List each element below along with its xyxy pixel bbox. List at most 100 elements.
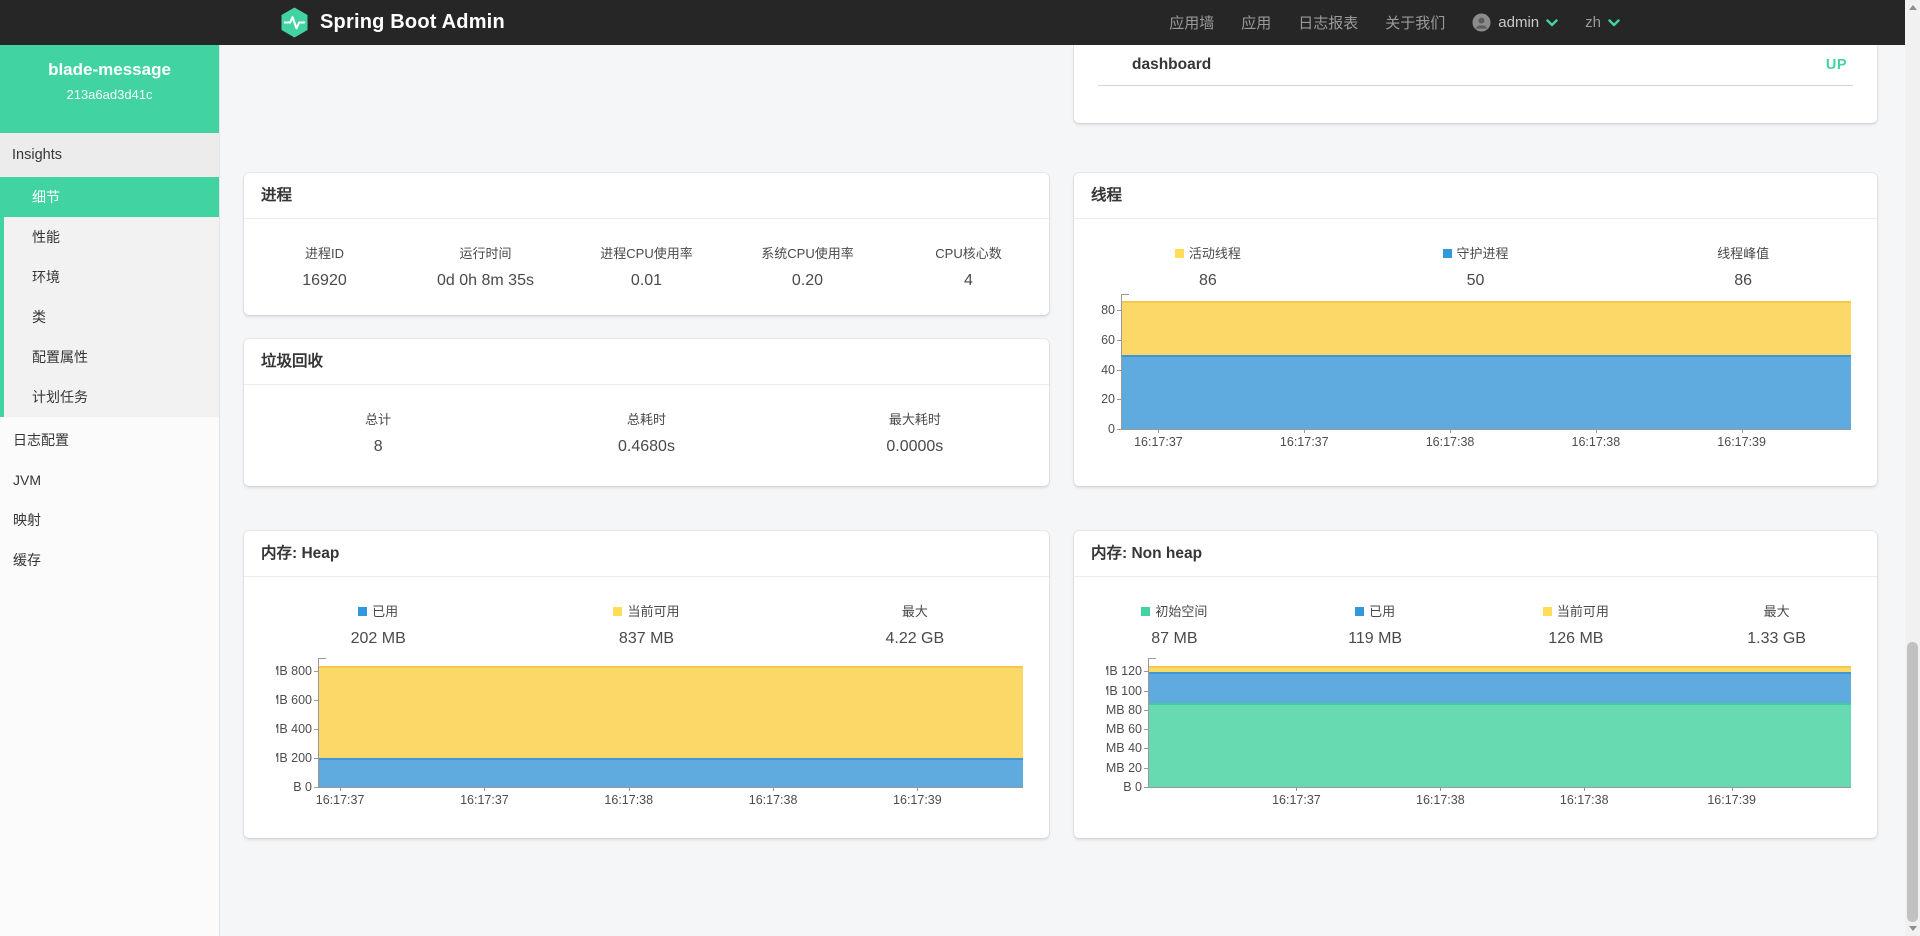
x-tick-label: 16:17:38 — [1416, 793, 1465, 807]
x-tick-mark — [629, 787, 630, 791]
x-tick-label: 16:17:38 — [1572, 435, 1621, 449]
garbage-collection-card: 垃圾回收 总计8 总耗时0.4680s 最大耗时0.0000s — [244, 339, 1049, 486]
card-title: 进程 — [244, 173, 1049, 219]
memory-nonheap-card: 内存: Non heap 初始空间 87 MB 已用 119 MB 当前可用 1… — [1074, 531, 1877, 838]
sidebar-item-jvm[interactable]: JVM — [0, 460, 219, 500]
y-tick-label: 80 MB — [1106, 702, 1142, 718]
legend-nonheap-used: 已用 119 MB — [1275, 601, 1476, 648]
insights-submenu: 细节 性能 环境 类 配置属性 计划任务 — [0, 177, 219, 417]
threads-card: 线程 活动线程 86 守护进程 50 线程峰值 86 806040200 16:… — [1074, 173, 1877, 486]
y-tick-label: 20 — [1079, 391, 1115, 407]
sidebar-section-insights[interactable]: Insights — [0, 133, 219, 177]
stat-cpu-cores: CPU核心数4 — [888, 243, 1049, 290]
x-tick-mark — [1296, 787, 1297, 791]
instance-sidebar: blade-message 213a6ad3d41c Insights 细节 性… — [0, 45, 220, 936]
application-name: blade-message — [0, 60, 219, 80]
endpoint-title: dashboard — [1098, 56, 1211, 74]
sidebar-item-config-props[interactable]: 配置属性 — [4, 337, 219, 377]
y-tick-label: 60 — [1079, 332, 1115, 348]
y-tick-label: 100 MB — [1106, 683, 1142, 699]
card-title: 线程 — [1074, 173, 1877, 219]
sidebar-item-loggers[interactable]: 日志配置 — [0, 420, 219, 460]
sidebar-item-environment[interactable]: 环境 — [4, 257, 219, 297]
vertical-scrollbar — [1905, 0, 1920, 936]
x-tick-mark — [1742, 429, 1743, 433]
heap-legend: 已用 202 MB 当前可用 837 MB 最大 4.22 GB — [244, 577, 1049, 648]
sidebar-item-scheduled-tasks[interactable]: 计划任务 — [4, 377, 219, 417]
legend-live-threads: 活动线程 86 — [1074, 243, 1342, 290]
legend-nonheap-max: 最大 1.33 GB — [1676, 601, 1877, 648]
heap-chart: 800 MB600 MB400 MB200 MB0 B 16:17:3716:1… — [244, 658, 1023, 788]
brand-title: Spring Boot Admin — [320, 11, 505, 34]
locale-selector[interactable]: zh — [1585, 14, 1620, 31]
x-tick-mark — [917, 787, 918, 791]
card-title: 内存: Non heap — [1074, 531, 1877, 577]
dashboard-status-card: dashboard UP — [1074, 45, 1877, 123]
x-tick-mark — [1584, 787, 1585, 791]
legend-color-swatch — [1175, 249, 1184, 258]
y-tick-label: 0 B — [276, 779, 312, 795]
process-card: 进程 进程ID16920 运行时间0d 0h 8m 35s 进程CPU使用率0.… — [244, 173, 1049, 315]
status-badge: UP — [1826, 57, 1853, 73]
legend-color-swatch — [613, 607, 622, 616]
sidebar-item-classes[interactable]: 类 — [4, 297, 219, 337]
nav-link-applications[interactable]: 应用 — [1241, 12, 1271, 33]
scrollbar-thumb[interactable] — [1907, 642, 1918, 922]
memory-heap-card: 内存: Heap 已用 202 MB 当前可用 837 MB 最大 4.22 G… — [244, 531, 1049, 838]
locale-value: zh — [1585, 14, 1601, 31]
y-tick-label: 120 MB — [1106, 663, 1142, 679]
chevron-down-icon — [1608, 19, 1620, 27]
stat-gc-total-time: 总耗时0.4680s — [512, 409, 780, 456]
stat-pid: 进程ID16920 — [244, 243, 405, 290]
spring-boot-admin-logo-icon — [278, 6, 311, 39]
x-tick-mark — [1732, 787, 1733, 791]
sidebar-item-mappings[interactable]: 映射 — [0, 500, 219, 540]
scroll-up-arrow-icon[interactable] — [1905, 0, 1920, 15]
nav-link-wallboard[interactable]: 应用墙 — [1169, 12, 1214, 33]
sidebar-item-details[interactable]: 细节 — [0, 177, 219, 217]
x-tick-label: 16:17:37 — [1272, 793, 1321, 807]
instance-id: 213a6ad3d41c — [0, 87, 219, 102]
process-stats: 进程ID16920 运行时间0d 0h 8m 35s 进程CPU使用率0.01 … — [244, 219, 1049, 290]
y-tick-mark — [1144, 787, 1149, 788]
y-tick-label: 400 MB — [276, 721, 312, 737]
legend-peak-threads: 线程峰值 86 — [1609, 243, 1877, 290]
threads-chart: 806040200 16:17:3716:17:3716:17:3816:17:… — [1074, 294, 1851, 430]
scroll-down-arrow-icon[interactable] — [1905, 921, 1920, 936]
sidebar-menu: 日志配置 JVM 映射 缓存 — [0, 420, 219, 580]
y-tick-label: 20 MB — [1106, 760, 1142, 776]
nonheap-legend: 初始空间 87 MB 已用 119 MB 当前可用 126 MB 最大 1.33… — [1074, 577, 1877, 648]
y-axis-labels: 806040200 — [1074, 294, 1121, 430]
y-tick-label: 40 MB — [1106, 740, 1142, 756]
x-tick-mark — [1440, 787, 1441, 791]
y-tick-label: 60 MB — [1106, 721, 1142, 737]
user-name: admin — [1498, 14, 1539, 31]
threads-legend: 活动线程 86 守护进程 50 线程峰值 86 — [1074, 219, 1877, 290]
x-tick-label: 16:17:39 — [893, 793, 942, 807]
y-tick-mark — [314, 787, 319, 788]
area-series-初始空间 — [1149, 703, 1851, 787]
y-tick-label: 800 MB — [276, 663, 312, 679]
x-tick-label: 16:17:37 — [1280, 435, 1329, 449]
stat-gc-count: 总计8 — [244, 409, 512, 456]
brand[interactable]: Spring Boot Admin — [278, 0, 505, 45]
card-title: 内存: Heap — [244, 531, 1049, 577]
chart-plot-area: 16:17:3716:17:3716:17:3816:17:3816:17:39 — [318, 658, 1023, 788]
sidebar-item-metrics[interactable]: 性能 — [4, 217, 219, 257]
stat-system-cpu: 系统CPU使用率0.20 — [727, 243, 888, 290]
user-menu[interactable]: admin — [1472, 13, 1558, 32]
y-tick-label: 80 — [1079, 302, 1115, 318]
instance-header: blade-message 213a6ad3d41c — [0, 45, 219, 133]
sidebar-item-caches[interactable]: 缓存 — [0, 540, 219, 580]
legend-nonheap-committed: 当前可用 126 MB — [1476, 601, 1677, 648]
y-tick-label: 0 B — [1106, 779, 1142, 795]
x-tick-label: 16:17:38 — [604, 793, 653, 807]
top-navbar: Spring Boot Admin 应用墙 应用 日志报表 关于我们 admin… — [0, 0, 1920, 45]
x-tick-label: 16:17:37 — [1134, 435, 1183, 449]
nav-link-about[interactable]: 关于我们 — [1385, 12, 1445, 33]
legend-daemon-threads: 守护进程 50 — [1342, 243, 1610, 290]
nav-link-journal[interactable]: 日志报表 — [1298, 12, 1358, 33]
legend-color-swatch — [358, 607, 367, 616]
legend-color-swatch — [1141, 607, 1150, 616]
x-tick-mark — [1158, 429, 1159, 433]
